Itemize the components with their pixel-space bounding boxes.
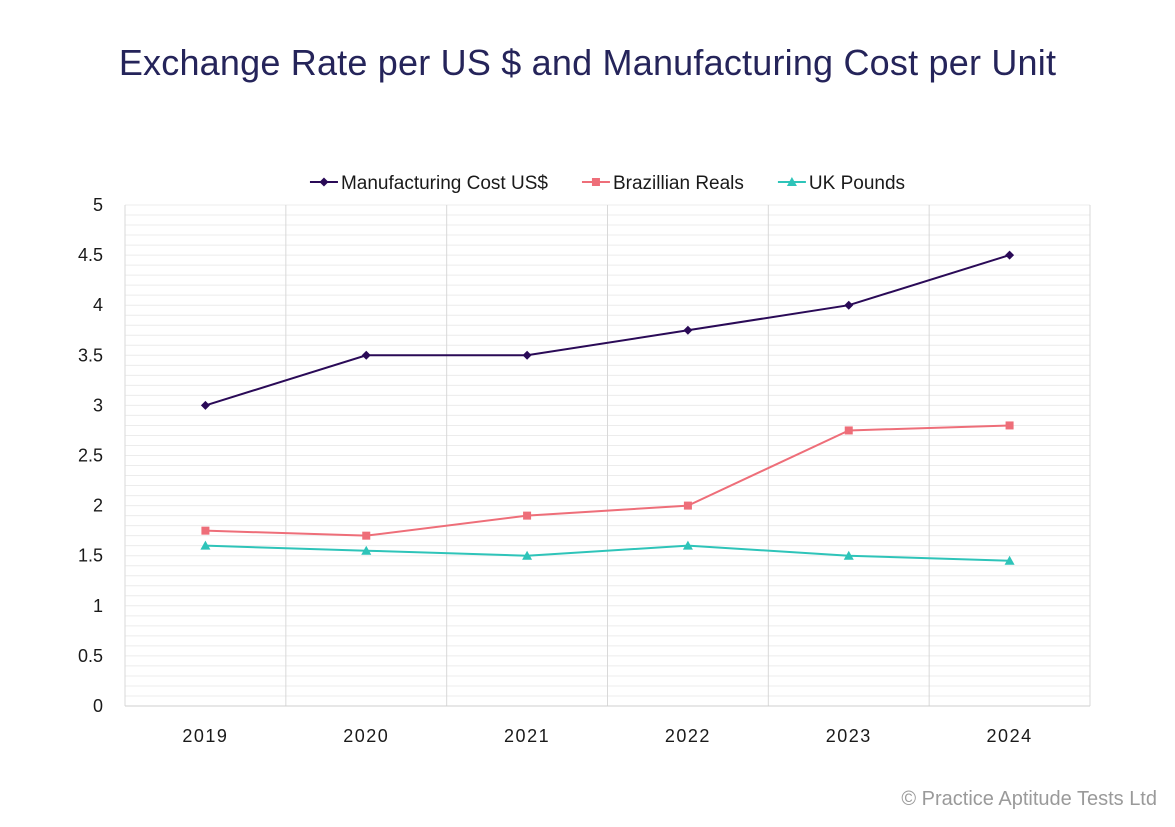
y-tick-label: 3.5 <box>78 345 103 365</box>
series-layer <box>200 250 1015 565</box>
data-point <box>361 350 371 360</box>
series-line <box>205 254 1010 407</box>
y-tick-label: 4 <box>93 295 103 315</box>
y-tick-label: 1.5 <box>78 546 103 566</box>
y-tick-label: 0.5 <box>78 646 103 666</box>
legend-marker <box>319 177 329 187</box>
data-point <box>683 501 692 510</box>
data-point <box>523 511 532 520</box>
data-point <box>362 531 371 540</box>
data-point <box>522 550 533 560</box>
legend-label: UK Pounds <box>809 173 905 194</box>
grid-layer <box>124 204 1091 707</box>
legend-marker <box>786 177 797 186</box>
data-point <box>201 526 210 535</box>
y-tick-label: 1 <box>93 596 103 616</box>
legend-marker <box>591 178 600 186</box>
series-line <box>205 424 1010 537</box>
series-0 <box>200 250 1015 410</box>
data-point <box>844 426 853 435</box>
data-point <box>843 550 854 560</box>
x-tick-label: 2020 <box>343 726 389 746</box>
legend-label: Brazillian Reals <box>613 173 744 194</box>
data-point <box>682 540 693 550</box>
legend-item: Manufacturing Cost US$ <box>309 173 548 194</box>
legend-item: UK Pounds <box>777 173 905 194</box>
legend: Manufacturing Cost US$ Brazillian Reals UK… <box>309 173 905 194</box>
series-line <box>205 544 1010 562</box>
y-tick-label: 4.5 <box>78 245 103 265</box>
x-tick-label: 2022 <box>665 726 711 746</box>
y-tick-label: 5 <box>93 195 103 215</box>
x-axis: 2019 2020 2021 2022 2023 2024 <box>182 726 1033 746</box>
data-point <box>683 325 693 335</box>
data-point <box>522 350 532 360</box>
y-tick-label: 2.5 <box>78 446 103 466</box>
x-tick-label: 2024 <box>987 726 1033 746</box>
data-point <box>361 545 372 555</box>
x-tick-label: 2021 <box>504 726 550 746</box>
y-tick-label: 2 <box>93 496 103 516</box>
legend-label: Manufacturing Cost US$ <box>341 173 548 194</box>
x-tick-label: 2019 <box>182 726 228 746</box>
data-point <box>1004 555 1015 565</box>
y-tick-label: 3 <box>93 395 103 415</box>
legend-item: Brazillian Reals <box>581 173 744 194</box>
data-point <box>844 300 854 310</box>
data-point <box>200 540 211 550</box>
chart-title: Exchange Rate per US $ and Manufacturing… <box>118 42 1057 83</box>
series-2 <box>200 540 1015 565</box>
y-axis: 0 0.5 1 1.5 2 2.5 3 3.5 4 4.5 5 <box>78 195 103 716</box>
series-1 <box>201 421 1014 540</box>
data-point <box>200 400 210 410</box>
y-tick-label: 0 <box>93 696 103 716</box>
data-point <box>1005 421 1014 430</box>
data-point <box>1005 250 1015 260</box>
x-tick-label: 2023 <box>826 726 872 746</box>
copyright-text: © Practice Aptitude Tests Ltd <box>901 788 1157 810</box>
